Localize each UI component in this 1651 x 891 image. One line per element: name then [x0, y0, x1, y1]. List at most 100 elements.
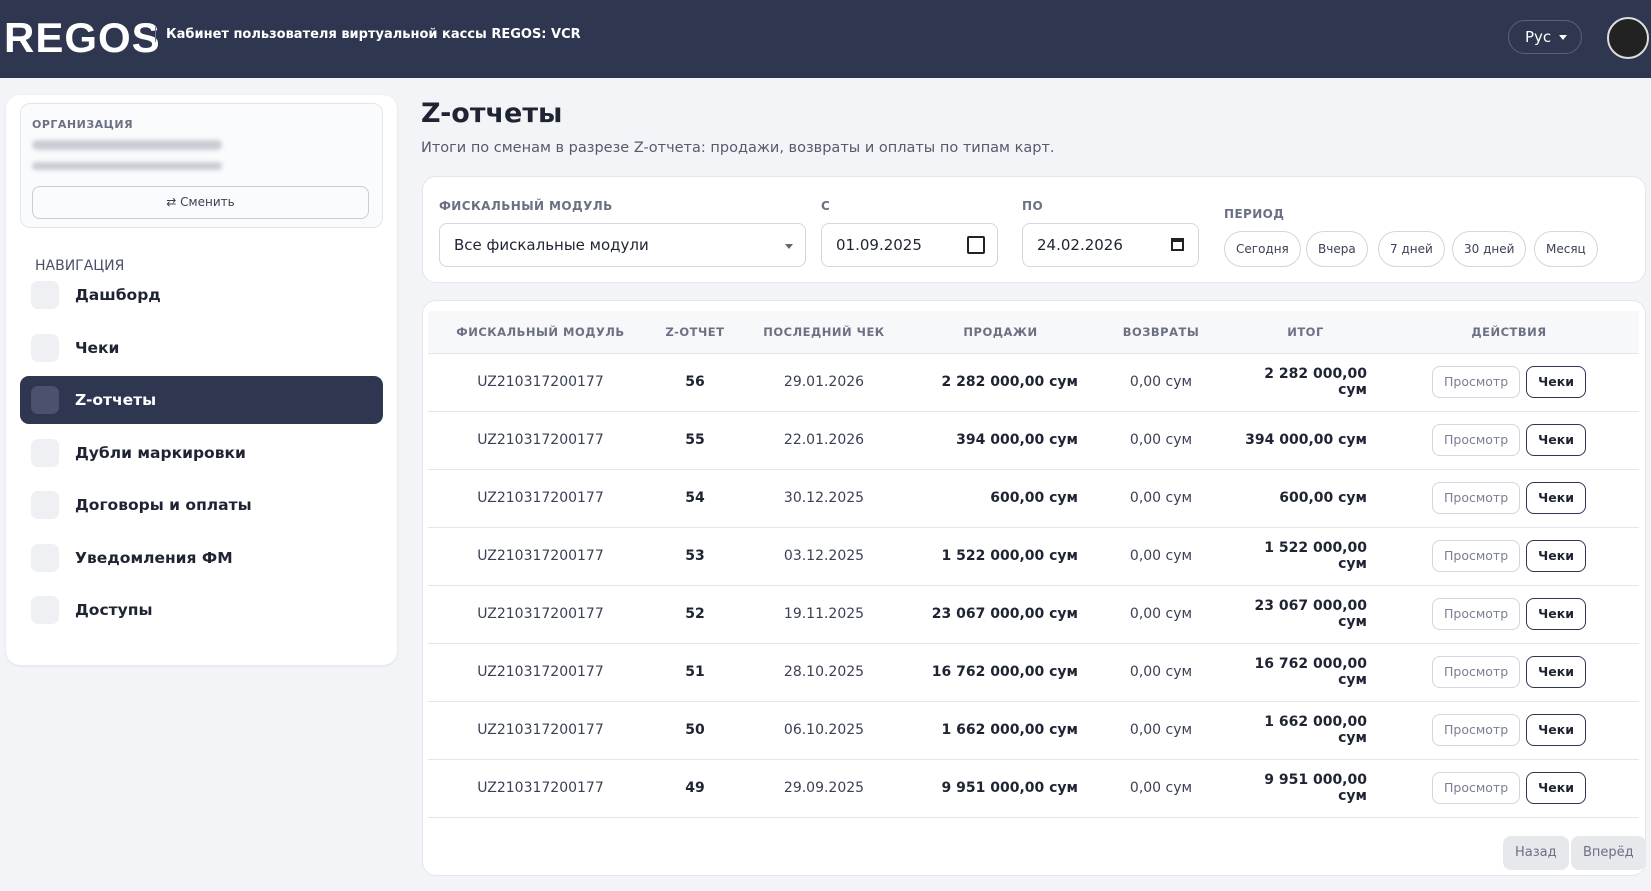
period-button[interactable]: 7 дней: [1378, 231, 1445, 267]
nav-icon: [31, 543, 59, 572]
cell: 394 000,00 сум: [911, 411, 1090, 470]
column-header: ВОЗВРАТЫ: [1090, 311, 1232, 354]
view-button[interactable]: Просмотр: [1432, 540, 1521, 572]
view-button[interactable]: Просмотр: [1432, 424, 1521, 456]
nav-item[interactable]: Чеки: [20, 324, 383, 372]
cell: 16 762 000,00 сум: [1232, 643, 1379, 702]
receipts-button[interactable]: Чеки: [1526, 482, 1586, 514]
org-name-redacted: [32, 140, 222, 150]
nav-label: Дашборд: [75, 286, 161, 304]
next-button[interactable]: Вперёд: [1571, 836, 1646, 870]
nav-icon: [31, 386, 59, 414]
table-row: UZ210317200177 52 19.11.2025 23 067 000,00 …: [428, 585, 1639, 644]
period-button[interactable]: Сегодня: [1224, 231, 1301, 267]
cell: 0,00 сум: [1090, 469, 1232, 528]
nav-item[interactable]: Дашборд: [20, 271, 383, 319]
switch-button[interactable]: ⇄ Сменить: [32, 186, 369, 219]
cell: 394 000,00 сум: [1232, 411, 1379, 470]
receipts-button[interactable]: Чеки: [1526, 424, 1586, 456]
actions-cell: Просмотр Чеки: [1379, 585, 1639, 644]
cell: UZ210317200177: [428, 643, 653, 702]
cell: 19.11.2025: [737, 585, 911, 644]
cell: 1 522 000,00 сум: [1232, 527, 1379, 586]
prev-button[interactable]: Назад: [1503, 836, 1569, 870]
view-button[interactable]: Просмотр: [1432, 598, 1521, 630]
nav-label: Z-отчеты: [75, 391, 157, 409]
cell: 2 282 000,00 сум: [1232, 353, 1379, 412]
actions-cell: Просмотр Чеки: [1379, 411, 1639, 470]
column-header: ПРОДАЖИ: [911, 311, 1090, 354]
receipts-button[interactable]: Чеки: [1526, 366, 1586, 398]
view-button[interactable]: Просмотр: [1432, 772, 1521, 804]
cell: 06.10.2025: [737, 701, 911, 760]
cell: 0,00 сум: [1090, 759, 1232, 818]
table-row: UZ210317200177 53 03.12.2025 1 522 000,00 с…: [428, 527, 1639, 586]
date-from[interactable]: 01.09.2025: [821, 223, 998, 267]
date-value: 01.09.2025: [836, 236, 922, 254]
app-subtitle: Кабинет пользователя виртуальной кассы R…: [155, 27, 581, 42]
cell: 23 067 000,00 сум: [1232, 585, 1379, 644]
cell: 23 067 000,00 сум: [911, 585, 1090, 644]
nav-item[interactable]: Доступы: [20, 586, 383, 634]
cell: 30.12.2025: [737, 469, 911, 528]
period-button[interactable]: Вчера: [1306, 231, 1368, 267]
table-row: UZ210317200177 54 30.12.2025 600,00 сум 0,00…: [428, 469, 1639, 528]
period-button[interactable]: Месяц: [1534, 231, 1598, 267]
column-header: ДЕЙСТВИЯ: [1379, 311, 1639, 354]
nav-label: Договоры и оплаты: [75, 496, 252, 514]
table-row: UZ210317200177 50 06.10.2025 1 662 000,00 с…: [428, 701, 1639, 760]
cell: UZ210317200177: [428, 353, 653, 412]
cell: 1 662 000,00 сум: [911, 701, 1090, 760]
cell: UZ210317200177: [428, 411, 653, 470]
actions-cell: Просмотр Чеки: [1379, 701, 1639, 760]
column-header: ФИСКАЛЬНЫЙ МОДУЛЬ: [428, 311, 653, 354]
cell: 54: [653, 469, 737, 528]
cell: 28.10.2025: [737, 643, 911, 702]
cell: 2 282 000,00 сум: [911, 353, 1090, 412]
nav-item[interactable]: Дубли маркировки: [20, 429, 383, 477]
cell: 0,00 сум: [1090, 701, 1232, 760]
actions-cell: Просмотр Чеки: [1379, 643, 1639, 702]
logo[interactable]: REGOS: [4, 14, 161, 61]
receipts-button[interactable]: Чеки: [1526, 656, 1586, 688]
nav-icon: [31, 596, 59, 624]
cell: 53: [653, 527, 737, 586]
avatar[interactable]: [1607, 17, 1649, 59]
cell: 16 762 000,00 сум: [911, 643, 1090, 702]
receipts-button[interactable]: Чеки: [1526, 714, 1586, 746]
view-button[interactable]: Просмотр: [1432, 714, 1521, 746]
module-select[interactable]: Все фискальные модули: [439, 223, 806, 267]
sidebar: ОРГАНИЗАЦИЯ ⇄ Сменить НАВИГАЦИЯ Дашборд Ч…: [6, 95, 397, 665]
org-card: ОРГАНИЗАЦИЯ ⇄ Сменить: [20, 103, 383, 228]
cell: UZ210317200177: [428, 759, 653, 818]
filter-label: С: [821, 199, 831, 213]
view-button[interactable]: Просмотр: [1432, 366, 1521, 398]
view-button[interactable]: Просмотр: [1432, 482, 1521, 514]
period-button[interactable]: 30 дней: [1452, 231, 1527, 267]
receipts-button[interactable]: Чеки: [1526, 540, 1586, 572]
nav-label: Доступы: [75, 601, 153, 619]
nav-item[interactable]: Z-отчеты: [20, 376, 383, 424]
language-select[interactable]: Рус: [1508, 20, 1582, 54]
view-button[interactable]: Просмотр: [1432, 656, 1521, 688]
nav-icon: [31, 333, 59, 362]
header: REGOS Кабинет пользователя виртуальной к…: [0, 0, 1651, 78]
receipts-button[interactable]: Чеки: [1526, 598, 1586, 630]
cell: UZ210317200177: [428, 527, 653, 586]
receipts-button[interactable]: Чеки: [1526, 772, 1586, 804]
cell: 49: [653, 759, 737, 818]
table-row: UZ210317200177 56 29.01.2026 2 282 000,00 с…: [428, 353, 1639, 412]
date-to[interactable]: 24.02.2026: [1022, 223, 1199, 267]
actions-cell: Просмотр Чеки: [1379, 759, 1639, 818]
table: ФИСКАЛЬНЫЙ МОДУЛЬ Z-ОТЧЕТ ПОСЛЕДНИЙ ЧЕК ПРО…: [428, 311, 1639, 818]
cell: 0,00 сум: [1090, 353, 1232, 412]
actions-cell: Просмотр Чеки: [1379, 353, 1639, 412]
cell: UZ210317200177: [428, 469, 653, 528]
cell: 55: [653, 411, 737, 470]
cell: 51: [653, 643, 737, 702]
cell: 0,00 сум: [1090, 585, 1232, 644]
nav-item[interactable]: Договоры и оплаты: [20, 481, 383, 529]
nav-item[interactable]: Уведомления ФМ: [20, 534, 383, 582]
nav-icon: [31, 491, 59, 519]
cell: 9 951 000,00 сум: [1232, 759, 1379, 818]
